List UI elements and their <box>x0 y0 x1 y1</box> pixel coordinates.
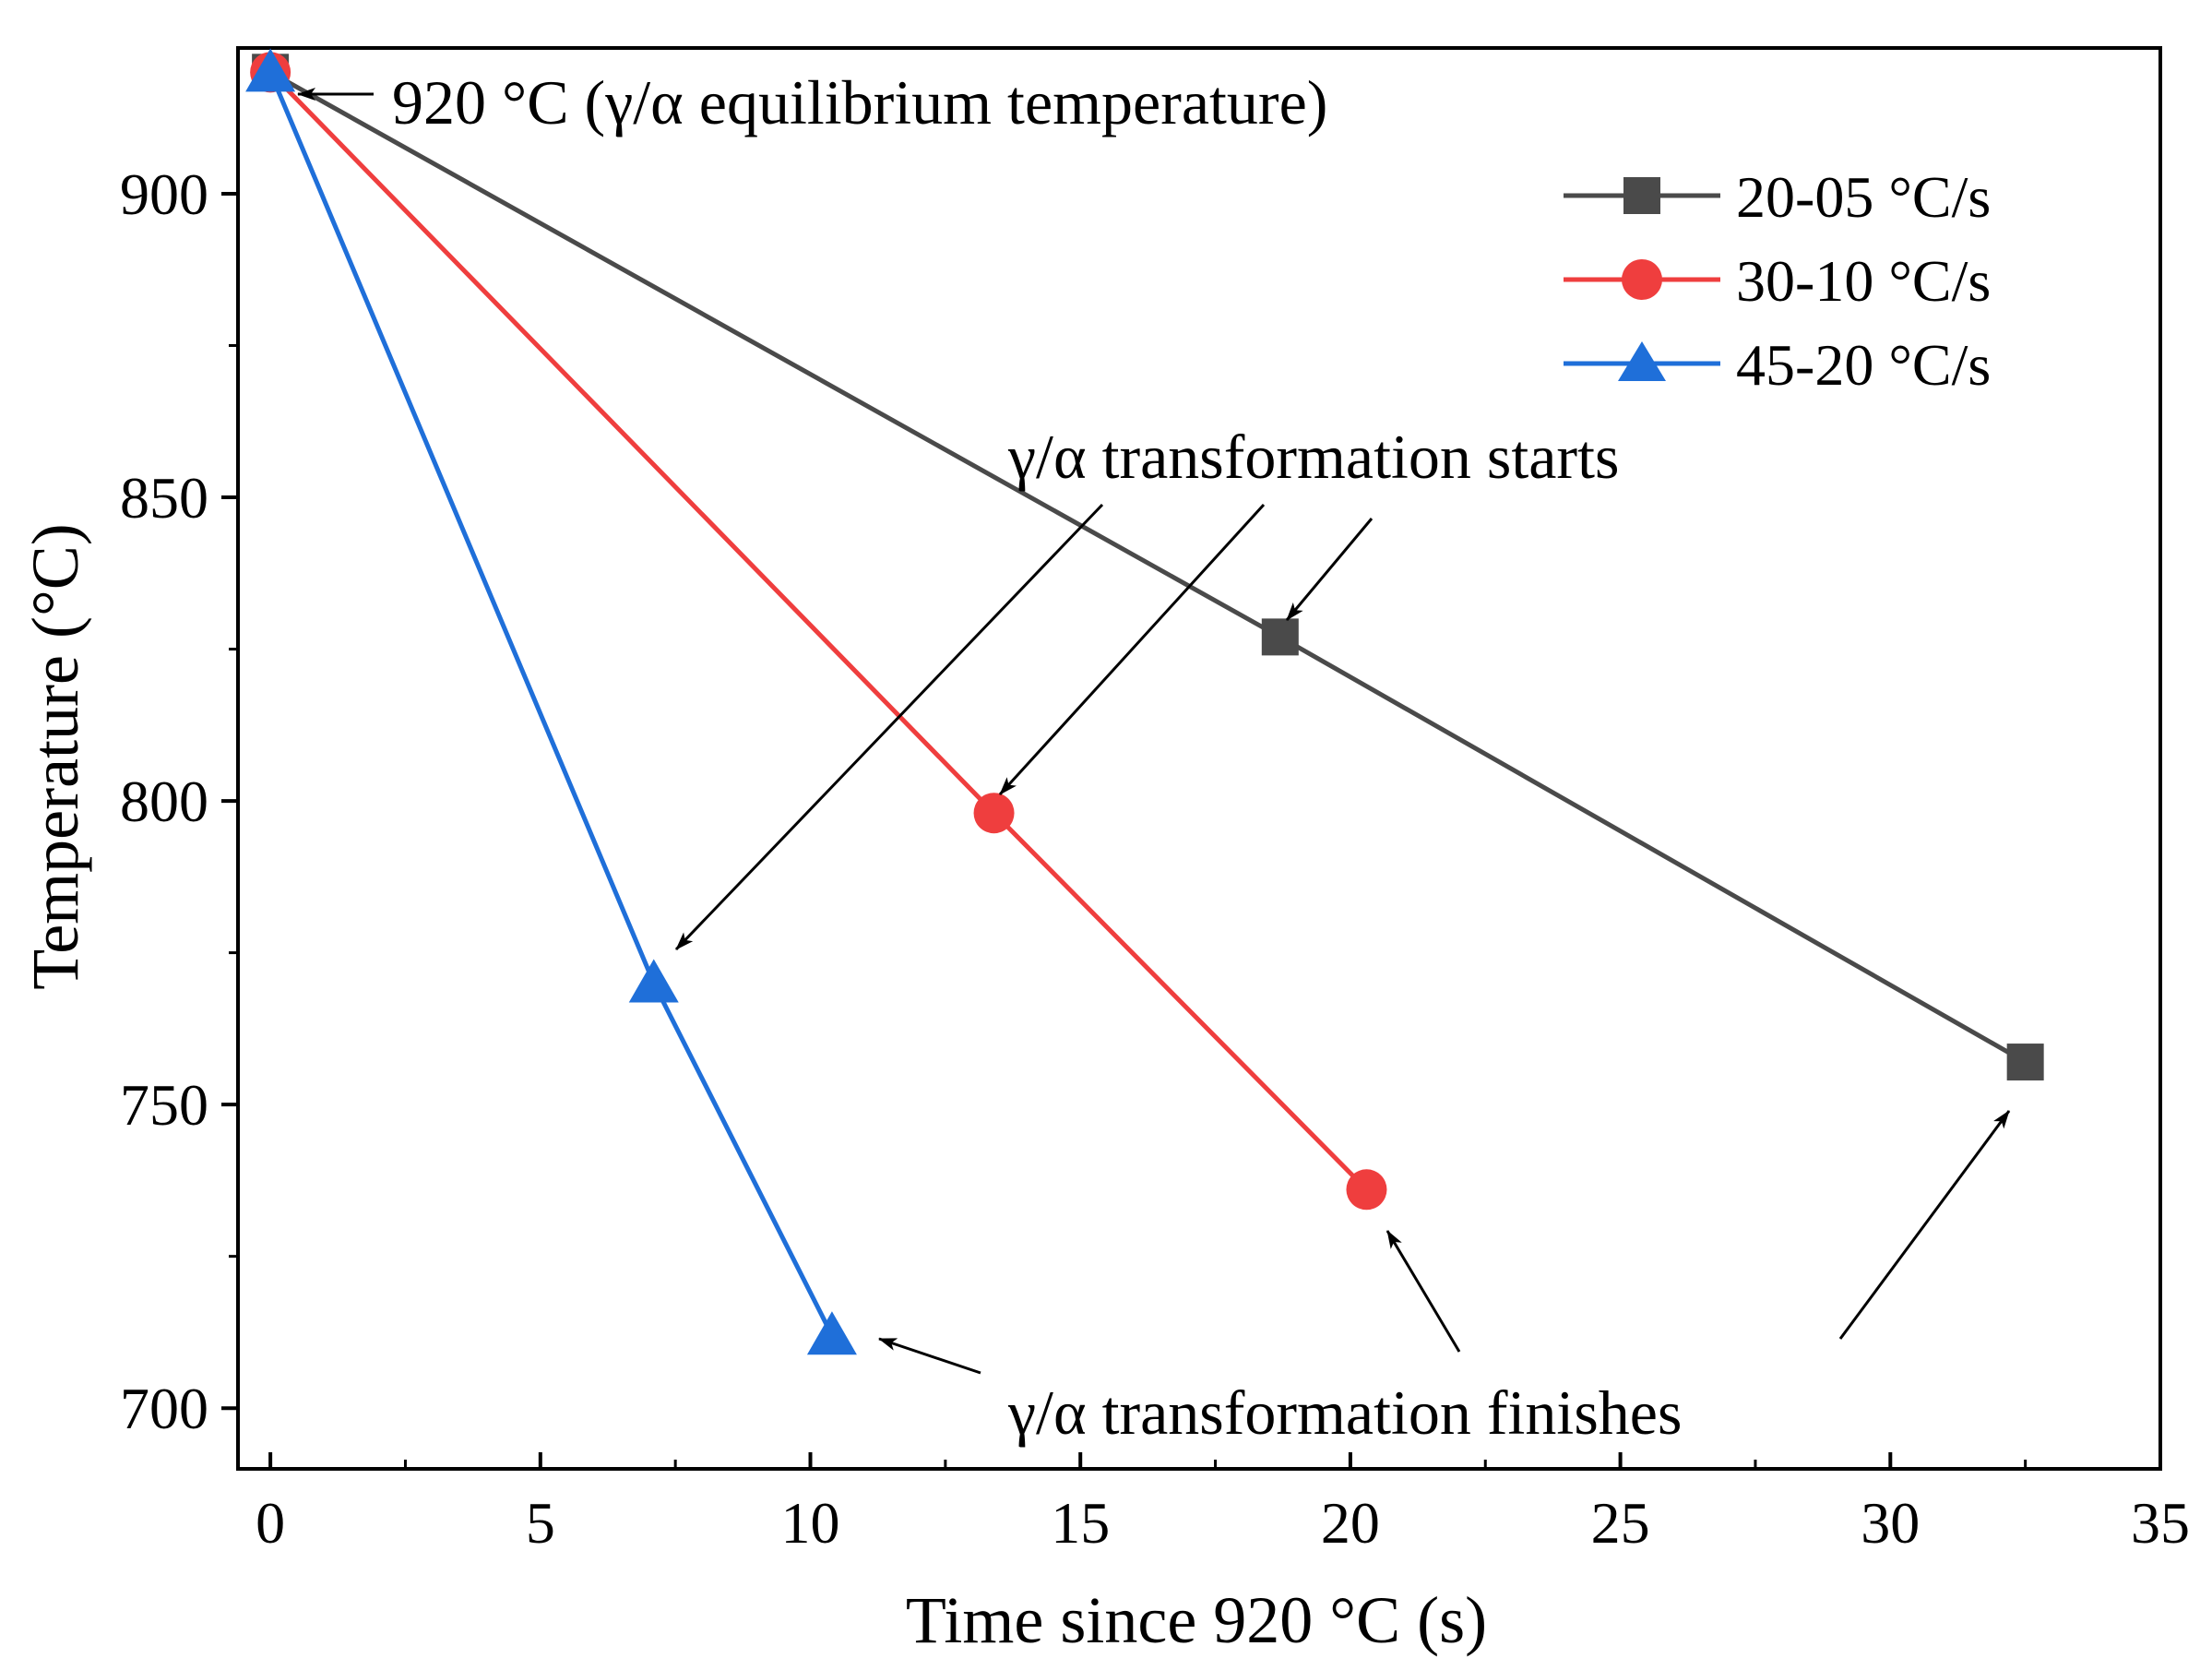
legend: 20-05 °C/s 30-10 °C/s 45-20 °C/s <box>1564 164 1991 398</box>
series-group <box>245 48 2044 1355</box>
annotation-finishes: γ/α transformation finishes <box>1007 1378 1682 1448</box>
legend-marker-square <box>1623 177 1660 214</box>
annotations: 920 °C (γ/α equilibrium temperature) γ/α… <box>297 67 2011 1448</box>
annotation-equilibrium: 920 °C (γ/α equilibrium temperature) <box>392 67 1327 137</box>
y-tick-label: 750 <box>120 1072 208 1138</box>
x-axis-title: Time since 920 °C (s) <box>906 1583 1487 1657</box>
data-point-triangle <box>628 959 679 1003</box>
y-tick-label: 800 <box>120 769 208 834</box>
finishes-arrow-circle <box>1385 1230 1461 1353</box>
data-point-triangle <box>806 1311 857 1355</box>
x-tick-label: 20 <box>1321 1490 1380 1556</box>
x-tick-label: 35 <box>2131 1490 2190 1556</box>
legend-label-series-1: 20-05 °C/s <box>1736 164 1991 230</box>
legend-label-series-3: 45-20 °C/s <box>1736 332 1991 398</box>
data-point-triangle <box>245 48 296 92</box>
plot-frame <box>236 46 2162 1471</box>
data-point-square <box>2006 1044 2044 1081</box>
starts-arrow-triangle <box>674 503 1104 951</box>
starts-arrow-square <box>1285 518 1374 621</box>
x-tick-label: 30 <box>1861 1490 1920 1556</box>
axes: 0 5 10 15 20 25 30 35 700 750 800 850 900 <box>120 46 2190 1556</box>
y-tick-label: 700 <box>120 1376 208 1441</box>
annotation-starts: γ/α transformation starts <box>1007 422 1619 492</box>
series-3 <box>245 48 857 1355</box>
x-tick-label: 25 <box>1591 1490 1650 1556</box>
legend-label-series-2: 30-10 °C/s <box>1736 248 1991 314</box>
x-tick-label: 15 <box>1051 1490 1110 1556</box>
y-axis-title: Temperature (°C) <box>18 523 92 990</box>
legend-marker-triangle <box>1618 341 1666 381</box>
x-tick-label: 5 <box>526 1490 555 1556</box>
legend-marker-circle <box>1622 259 1662 300</box>
starts-arrow-circle <box>998 503 1266 796</box>
series-line <box>268 71 835 1337</box>
data-point-square <box>1261 618 1299 656</box>
x-tick-label: 10 <box>781 1490 840 1556</box>
series-line <box>268 70 1369 1192</box>
data-point-circle <box>1346 1169 1387 1211</box>
y-tick-label: 900 <box>120 161 208 227</box>
data-point-circle <box>973 793 1015 834</box>
y-tick-label: 850 <box>120 465 208 531</box>
series-2 <box>250 52 1387 1211</box>
x-tick-label: 0 <box>256 1490 285 1556</box>
finishes-arrow-square <box>1838 1110 2011 1340</box>
finishes-arrow-triangle <box>878 1337 981 1375</box>
